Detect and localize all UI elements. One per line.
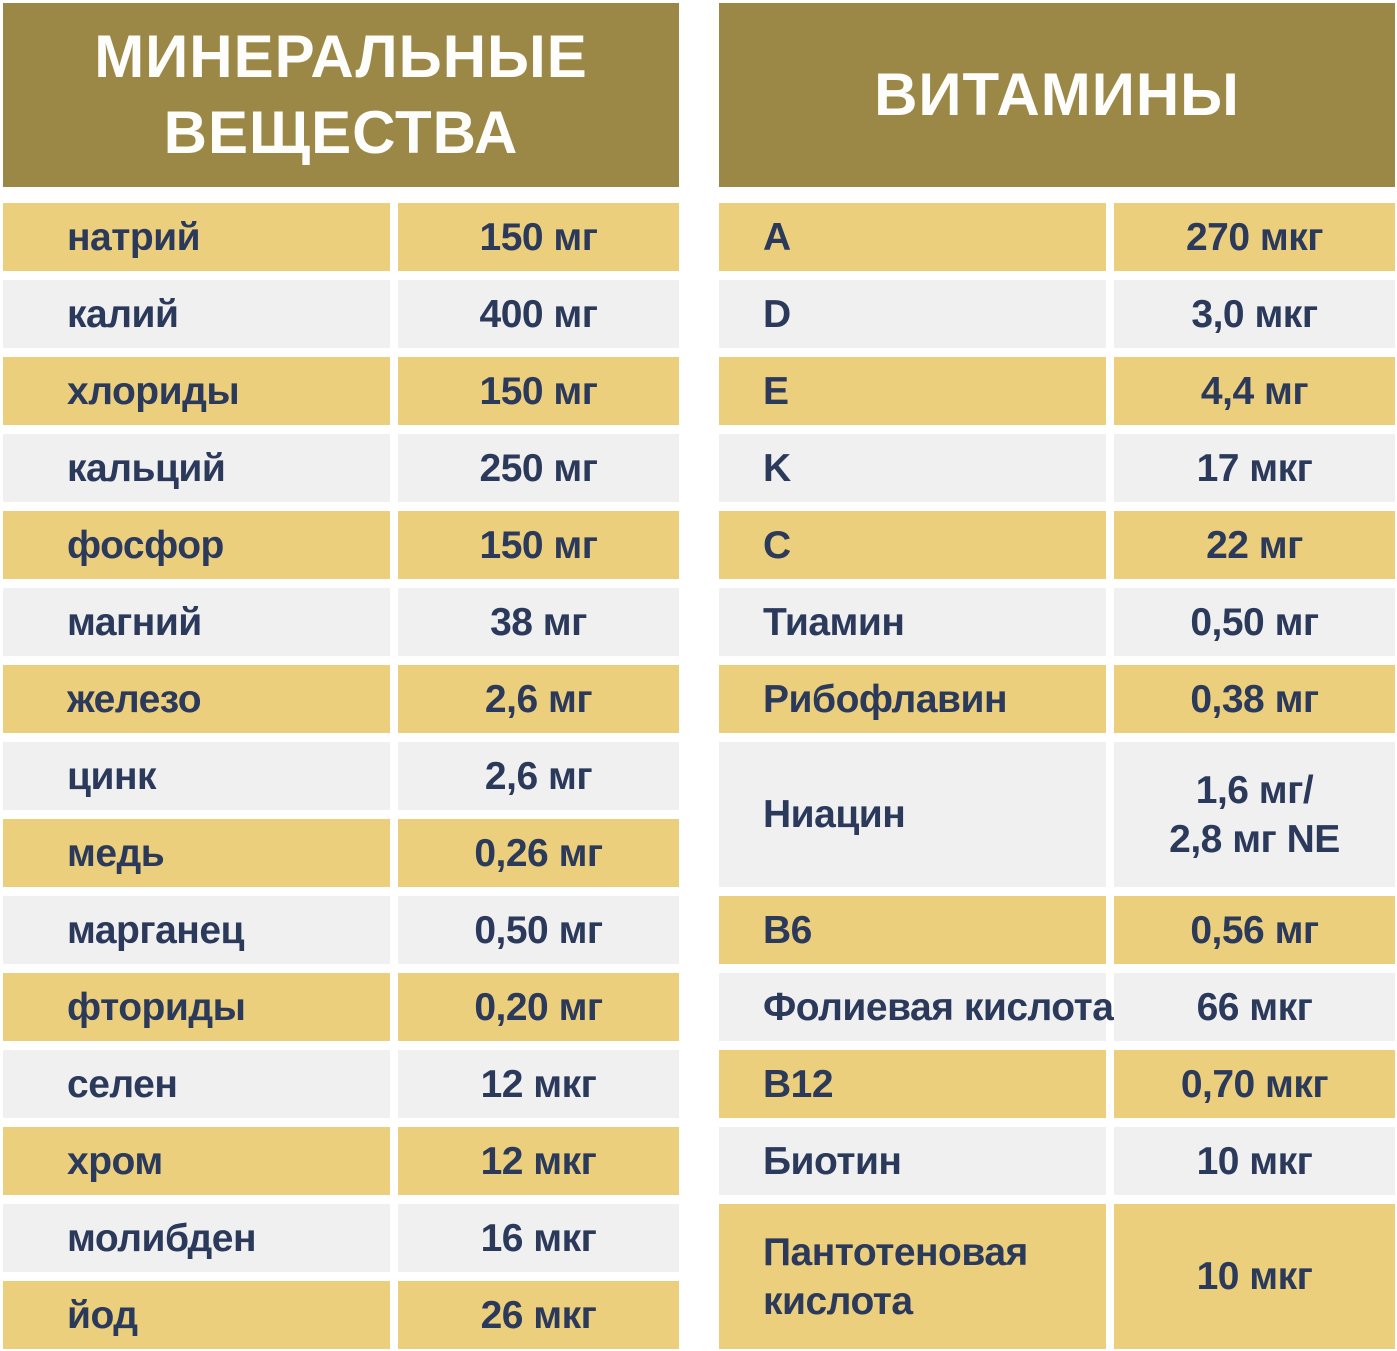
table-row: B6 0,56 мг — [719, 896, 1395, 964]
table-row: натрий 150 мг — [3, 203, 679, 271]
nutrient-value: 22 мг — [1114, 511, 1395, 579]
nutrient-name: B12 — [719, 1050, 1106, 1118]
nutrient-value: 26 мкг — [398, 1281, 679, 1349]
nutrient-value: 4,4 мг — [1114, 357, 1395, 425]
minerals-rows: натрий 150 мг калий 400 мг хлориды 150 мг каль… — [3, 203, 679, 1351]
nutrient-name: магний — [3, 588, 390, 656]
nutrient-name: йод — [3, 1281, 390, 1349]
nutrient-name: кальций — [3, 434, 390, 502]
table-row: Рибофлавин 0,38 мг — [719, 665, 1395, 733]
nutrient-name: марганец — [3, 896, 390, 964]
table-row: хлориды 150 мг — [3, 357, 679, 425]
nutrient-value: 400 мг — [398, 280, 679, 348]
nutrient-name: цинк — [3, 742, 390, 810]
table-row: E 4,4 мг — [719, 357, 1395, 425]
table-row: марганец 0,50 мг — [3, 896, 679, 964]
nutrient-name: хром — [3, 1127, 390, 1195]
nutrient-name: D — [719, 280, 1106, 348]
table-row: кальций 250 мг — [3, 434, 679, 502]
table-row: D 3,0 мкг — [719, 280, 1395, 348]
table-row: магний 38 мг — [3, 588, 679, 656]
nutrient-value: 0,50 мг — [1114, 588, 1395, 656]
table-row: медь 0,26 мг — [3, 819, 679, 887]
nutrient-name: Тиамин — [719, 588, 1106, 656]
nutrient-value: 0,26 мг — [398, 819, 679, 887]
table-row: фториды 0,20 мг — [3, 973, 679, 1041]
nutrient-value: 2,6 мг — [398, 742, 679, 810]
nutrient-value: 150 мг — [398, 203, 679, 271]
nutrient-name: фосфор — [3, 511, 390, 579]
nutrient-value: 0,38 мг — [1114, 665, 1395, 733]
nutrient-value: 150 мг — [398, 511, 679, 579]
nutrient-name: селен — [3, 1050, 390, 1118]
nutrient-name: калий — [3, 280, 390, 348]
nutrient-value: 66 мкг — [1114, 973, 1395, 1041]
vitamins-title-line-1: ВИТАМИНЫ — [874, 61, 1240, 128]
nutrient-name: железо — [3, 665, 390, 733]
nutrient-name: Пантотеновая кислота — [719, 1204, 1106, 1349]
table-row: хром 12 мкг — [3, 1127, 679, 1195]
nutrient-name: медь — [3, 819, 390, 887]
nutrient-name: молибден — [3, 1204, 390, 1272]
table-row: C 22 мг — [719, 511, 1395, 579]
nutrient-value: 10 мкг — [1114, 1127, 1395, 1195]
table-row: железо 2,6 мг — [3, 665, 679, 733]
nutrient-name: Рибофлавин — [719, 665, 1106, 733]
minerals-header: МИНЕРАЛЬНЫЕ ВЕЩЕСТВА — [3, 3, 679, 187]
nutrient-value: 10 мкг — [1114, 1204, 1395, 1349]
nutrient-value: 0,56 мг — [1114, 896, 1395, 964]
nutrient-name: фториды — [3, 973, 390, 1041]
nutrient-value: 150 мг — [398, 357, 679, 425]
minerals-title-line-1: МИНЕРАЛЬНЫЕ — [94, 23, 588, 90]
nutrient-name: K — [719, 434, 1106, 502]
nutrient-name: Биотин — [719, 1127, 1106, 1195]
minerals-table: МИНЕРАЛЬНЫЕ ВЕЩЕСТВА натрий 150 мг калий 40… — [3, 3, 679, 1351]
nutrient-value: 16 мкг — [398, 1204, 679, 1272]
table-row: йод 26 мкг — [3, 1281, 679, 1349]
nutrient-value: 38 мг — [398, 588, 679, 656]
nutrient-name: C — [719, 511, 1106, 579]
nutrient-name: хлориды — [3, 357, 390, 425]
nutrient-name: Ниацин — [719, 742, 1106, 887]
table-row: Ниацин 1,6 мг/2,8 мг NE — [719, 742, 1395, 887]
vitamins-header: ВИТАМИНЫ — [719, 3, 1395, 187]
nutrient-value: 0,70 мкг — [1114, 1050, 1395, 1118]
nutrient-value: 12 мкг — [398, 1127, 679, 1195]
nutrient-name: натрий — [3, 203, 390, 271]
nutrient-value: 12 мкг — [398, 1050, 679, 1118]
nutrient-name: A — [719, 203, 1106, 271]
table-row: Пантотеновая кислота 10 мкг — [719, 1204, 1395, 1349]
table-row: цинк 2,6 мг — [3, 742, 679, 810]
nutrient-value: 0,50 мг — [398, 896, 679, 964]
nutrient-name: E — [719, 357, 1106, 425]
table-row: калий 400 мг — [3, 280, 679, 348]
nutrient-value: 0,20 мг — [398, 973, 679, 1041]
nutrient-value: 1,6 мг/2,8 мг NE — [1114, 742, 1395, 887]
table-row: K 17 мкг — [719, 434, 1395, 502]
table-row: молибден 16 мкг — [3, 1204, 679, 1272]
vitamins-rows: A 270 мкг D 3,0 мкг E 4,4 мг K 17 мкг C 22 мг Тиам… — [719, 203, 1395, 1351]
table-row: Фолиевая кислота 66 мкг — [719, 973, 1395, 1041]
table-row: селен 12 мкг — [3, 1050, 679, 1118]
table-row: B12 0,70 мкг — [719, 1050, 1395, 1118]
table-row: A 270 мкг — [719, 203, 1395, 271]
table-row: Биотин 10 мкг — [719, 1127, 1395, 1195]
table-row: Тиамин 0,50 мг — [719, 588, 1395, 656]
nutrient-value: 250 мг — [398, 434, 679, 502]
minerals-title-line-2: ВЕЩЕСТВА — [163, 99, 519, 166]
vitamins-table: ВИТАМИНЫ A 270 мкг D 3,0 мкг E 4,4 мг K 17 мкг C… — [719, 3, 1395, 1351]
nutrient-name: Фолиевая кислота — [719, 973, 1114, 1041]
nutrient-value: 270 мкг — [1114, 203, 1395, 271]
nutrient-value: 17 мкг — [1114, 434, 1395, 502]
nutrient-value: 3,0 мкг — [1114, 280, 1395, 348]
nutrient-value: 2,6 мг — [398, 665, 679, 733]
table-row: фосфор 150 мг — [3, 511, 679, 579]
nutrient-name: B6 — [719, 896, 1106, 964]
